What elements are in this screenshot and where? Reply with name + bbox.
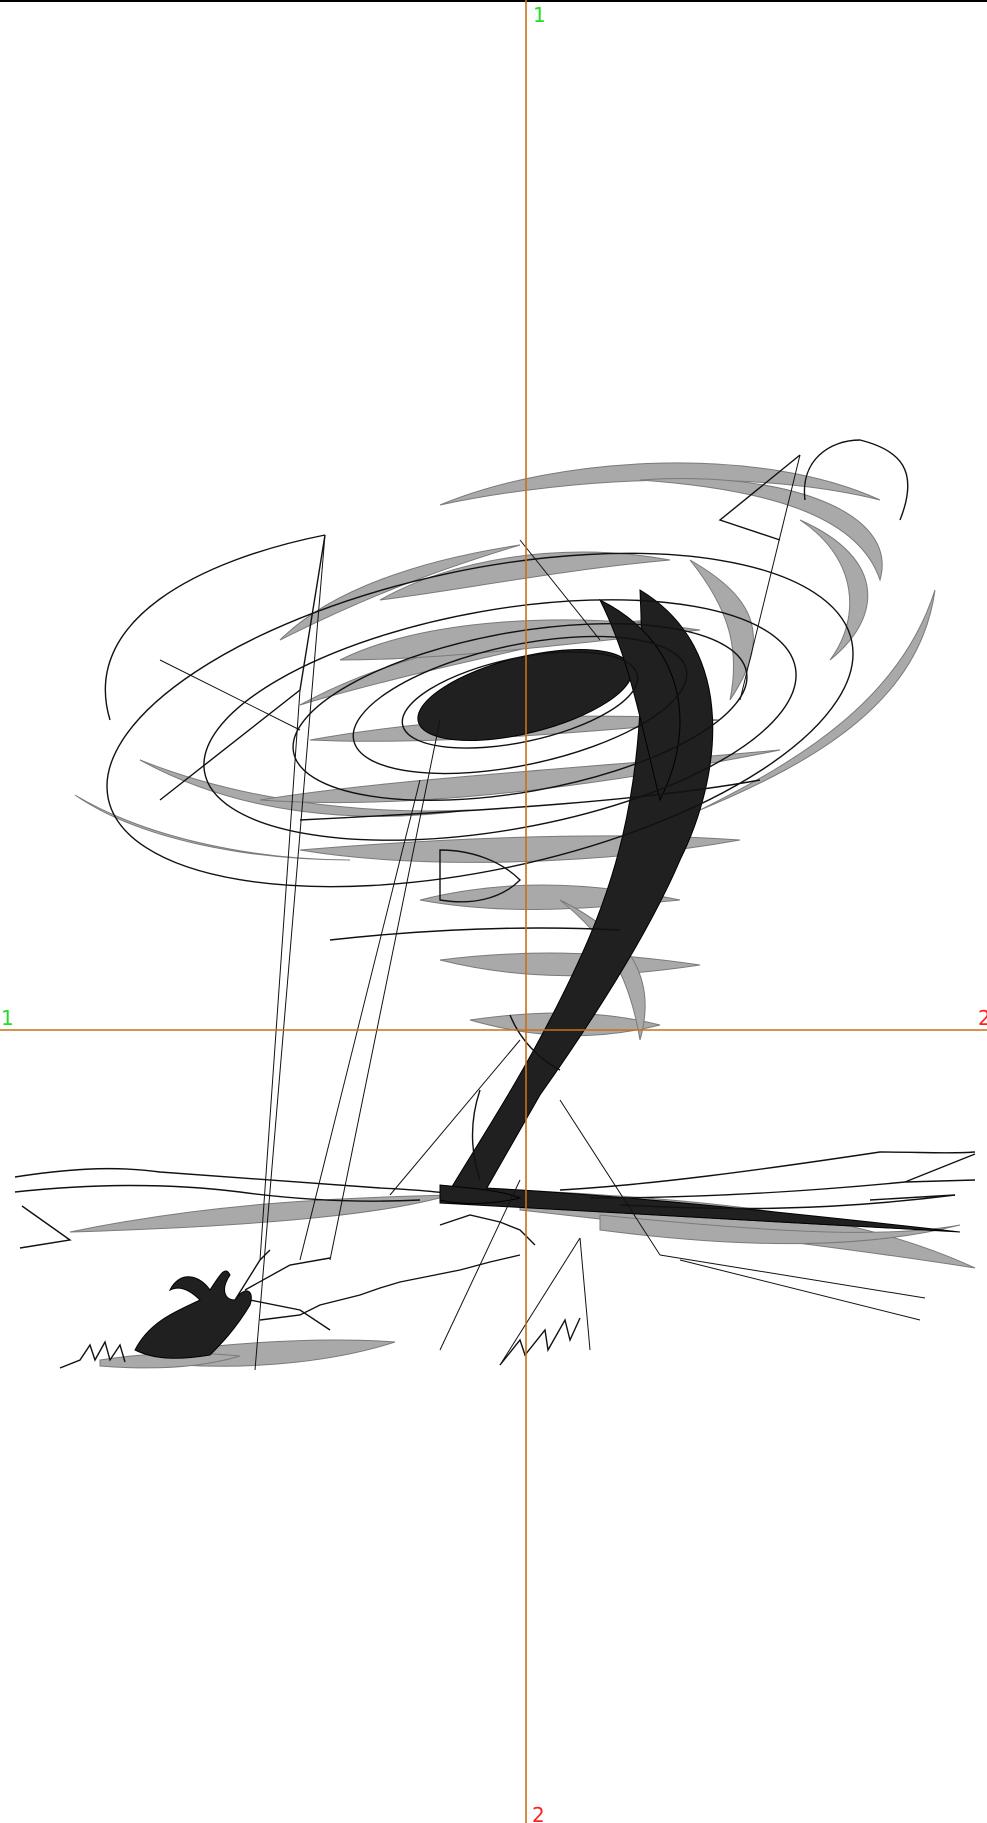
ground-dark-band — [439, 1185, 961, 1233]
jump-stitches — [159, 454, 926, 1371]
horizontal-end-marker: 2 — [978, 1006, 987, 1030]
horizon-outlines — [14, 1151, 976, 1249]
tornado-grey-swirls — [74, 462, 936, 1041]
vertical-start-marker: 1 — [533, 3, 546, 27]
vertical-end-marker: 2 — [532, 1803, 545, 1823]
horizontal-start-marker: 1 — [1, 1006, 14, 1030]
tornado-embroidery-design-icon — [14, 439, 976, 1371]
tornado-outline-swirls — [104, 439, 909, 1181]
